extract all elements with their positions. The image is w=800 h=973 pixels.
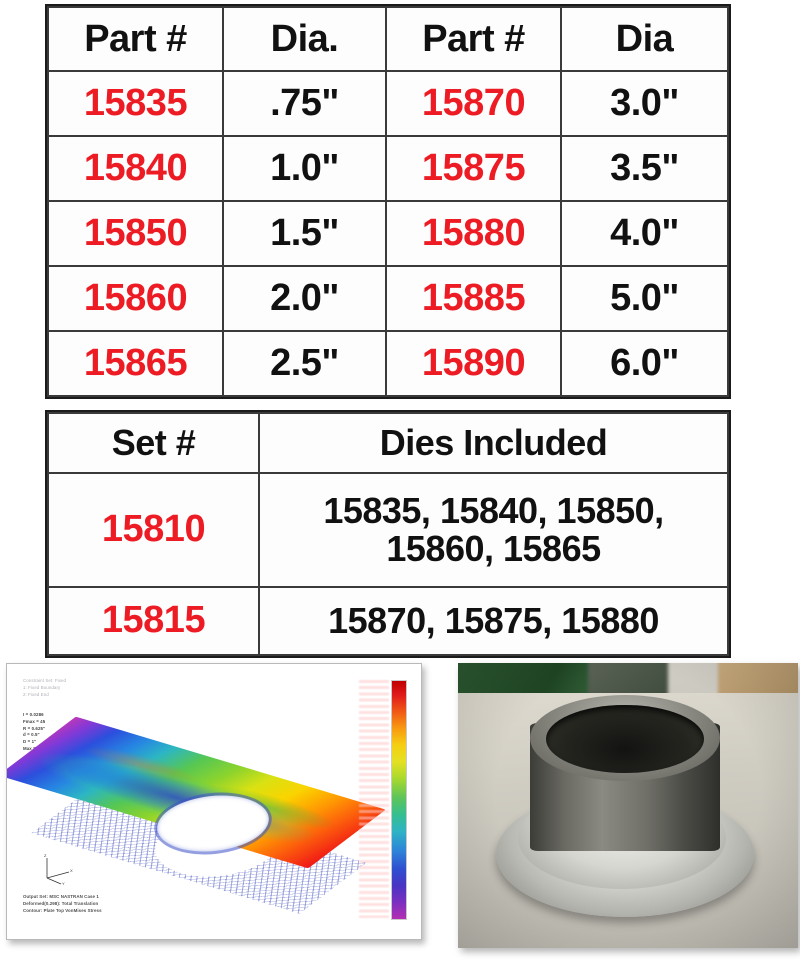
table-row: 15840 1.0" 15875 3.5" [47,135,729,202]
diameter-value: 3.0" [560,70,729,137]
bushing-photo-figure [458,663,798,948]
part-number: 15865 [47,330,224,397]
part-number: 15860 [47,265,224,332]
diameter-value: 1.0" [222,135,387,202]
svg-text:X: X [70,868,73,873]
diameter-value: 2.5" [222,330,387,397]
dies-included-list: 15835, 15840, 15850, 15860, 15865 [258,472,729,588]
diameter-value: 5.0" [560,265,729,332]
svg-text:Z: Z [44,853,47,858]
diameter-value: 4.0" [560,200,729,267]
fea-plot-canvas: Constraint Set: Fixed 1: Fixed Boundary … [7,664,421,939]
column-header-set: Set # [47,412,260,474]
bushing-bore [546,705,704,773]
photo-canvas [458,663,798,948]
table-row: 15850 1.5" 15880 4.0" [47,200,729,267]
fea-simulation-figure: Constraint Set: Fixed 1: Fixed Boundary … [6,663,422,940]
part-number: 15890 [385,330,562,397]
part-number: 15850 [47,200,224,267]
column-header-part-2: Part # [385,6,562,72]
table-header-row: Part # Dia. Part # Dia [47,6,729,72]
fea-color-legend-bar [391,680,407,920]
part-number: 15885 [385,265,562,332]
diameter-value: .75" [222,70,387,137]
fea-output-caption: Output Set: MSC NASTRAN Case 1 Deformed(… [23,894,102,913]
table-row: 15815 15870, 15875, 15880 [47,586,729,656]
table-row: 15860 2.0" 15885 5.0" [47,265,729,332]
table-row: 15835 .75" 15870 3.0" [47,70,729,137]
diameter-value: 2.0" [222,265,387,332]
die-sets-table: Set # Dies Included 15810 15835, 15840, … [45,410,731,658]
table-row: 15865 2.5" 15890 6.0" [47,330,729,397]
column-header-dia-1: Dia. [222,6,387,72]
table-header-row: Set # Dies Included [47,412,729,474]
part-number: 15840 [47,135,224,202]
part-number: 15875 [385,135,562,202]
table-row: 15810 15835, 15840, 15850, 15860, 15865 [47,472,729,588]
part-number: 15870 [385,70,562,137]
column-header-part-1: Part # [47,6,224,72]
column-header-dia-2: Dia [560,6,729,72]
parts-diameter-table: Part # Dia. Part # Dia 15835 .75" 15870 … [45,4,731,399]
dies-included-list: 15870, 15875, 15880 [258,586,729,656]
diameter-value: 3.5" [560,135,729,202]
set-number: 15810 [47,472,260,588]
svg-text:Y: Y [62,881,65,886]
column-header-dies: Dies Included [258,412,729,474]
part-number: 15835 [47,70,224,137]
diameter-value: 6.0" [560,330,729,397]
set-number: 15815 [47,586,260,656]
part-number: 15880 [385,200,562,267]
fea-legend-tick-labels [359,680,389,918]
fea-constraint-caption: Constraint Set: Fixed 1: Fixed Boundary … [23,678,67,697]
diameter-value: 1.5" [222,200,387,267]
fea-plate-model [7,716,386,922]
axis-triad-icon: Z X Y [44,853,73,886]
